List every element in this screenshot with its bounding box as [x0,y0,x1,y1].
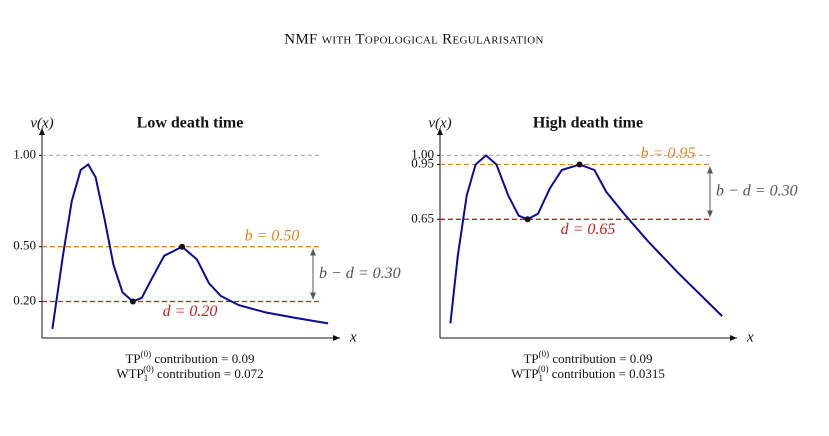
note-part: (0) [538,364,549,374]
y-tick-label: 0.65 [411,210,434,225]
threshold-label: d = 0.65 [561,221,616,238]
threshold-label: b = 0.50 [245,227,300,244]
critical-point [524,216,531,223]
threshold-label: d = 0.20 [163,303,218,320]
note-part: contribution = 0.09 [151,351,254,366]
y-tick-label: 0.50 [13,238,36,253]
note-part: (0) [141,349,152,359]
note-part: WTP [511,366,538,381]
contribution-note: TP(0) contribution = 0.09 [125,349,254,366]
threshold-label: b = 0.95 [641,145,696,162]
critical-point [179,243,186,250]
note-part: contribution = 0.072 [154,366,264,381]
note-part: (0) [539,349,550,359]
critical-point [129,298,136,305]
chart-title: High death time [533,115,643,132]
contribution-note: WTP1(0) contribution = 0.0315 [511,364,665,383]
chart-title: Low death time [137,115,244,132]
gap-label: b − d = 0.30 [319,265,401,282]
y-tick-label: 1.00 [411,146,434,161]
contribution-note: WTP1(0) contribution = 0.072 [116,364,263,383]
note-part: contribution = 0.0315 [549,366,665,381]
note-part: TP [125,351,140,366]
y-tick-label: 0.95 [411,156,434,171]
critical-point [576,161,583,168]
x-axis-label: x [746,329,754,345]
note-part: WTP [116,366,143,381]
note-part: 1 [539,373,544,383]
note-part: 1 [144,373,149,383]
y-axis-label: v(x) [30,115,53,131]
y-tick-label: 0.20 [13,292,36,307]
y-tick-label: 1.00 [13,146,36,161]
x-axis-label: x [349,329,357,345]
figure-title: NMF with Topological Regularisation [284,31,544,47]
gap-label: b − d = 0.30 [716,183,798,200]
y-axis-label: v(x) [428,115,451,131]
contribution-note: TP(0) contribution = 0.09 [523,349,652,366]
note-part: contribution = 0.09 [549,351,652,366]
curve [449,154,723,324]
note-part: (0) [143,364,154,374]
curve [51,163,329,330]
note-part: TP [523,351,538,366]
